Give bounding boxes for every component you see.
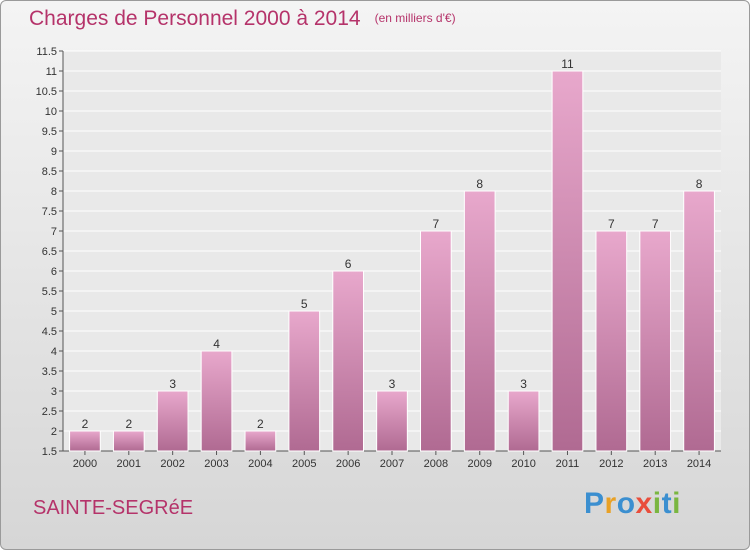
y-tick-label: 7: [51, 226, 57, 238]
bar: [69, 430, 101, 452]
x-tick-label: 2001: [117, 458, 141, 470]
bar: [200, 350, 233, 452]
logo-letter: i: [652, 487, 662, 520]
bar: [156, 390, 189, 452]
y-tick-label: 8.5: [42, 166, 57, 178]
bar: [683, 190, 715, 452]
y-tick-label: 7.5: [42, 206, 57, 218]
y-tick-label: 3: [51, 386, 57, 398]
x-tick-label: 2008: [424, 458, 448, 470]
x-tick-label: 2012: [599, 458, 623, 470]
y-tick-label: 11: [46, 66, 57, 78]
data-label: 2: [257, 417, 264, 431]
data-label: 7: [652, 217, 659, 231]
data-label: 7: [433, 217, 440, 231]
bar: [507, 390, 540, 452]
bar: [112, 430, 145, 452]
data-label: 6: [345, 257, 352, 271]
x-tick-label: 2013: [643, 458, 667, 470]
y-tick-label: 11.5: [36, 46, 57, 58]
x-tick-label: 2004: [248, 458, 272, 470]
x-tick-label: 2002: [160, 458, 184, 470]
y-tick-label: 4.5: [42, 326, 57, 338]
x-tick-label: 2003: [204, 458, 228, 470]
proxiti-logo: Proxiti: [584, 487, 681, 521]
x-tick-label: 2000: [73, 458, 97, 470]
y-tick-label: 6.5: [42, 246, 57, 258]
x-tick-label: 2009: [467, 458, 491, 470]
data-label: 3: [389, 377, 396, 391]
x-tick-label: 2014: [687, 458, 711, 470]
bar: [332, 270, 364, 452]
chart-title-text: Charges de Personnel 2000 à 2014: [29, 7, 361, 30]
y-tick-label: 1.5: [42, 446, 57, 458]
bar: [420, 230, 452, 452]
chart-unit: (en milliers d'€): [374, 11, 456, 25]
bar: [288, 310, 321, 452]
y-tick-label: 2: [51, 426, 57, 438]
logo-letter: i: [672, 487, 681, 520]
x-tick-label: 2005: [292, 458, 316, 470]
bar: [551, 70, 584, 452]
commune-name: SAINTE-SEGRéE: [33, 497, 194, 519]
logo-letter: r: [604, 487, 617, 520]
y-tick-label: 9: [51, 146, 57, 158]
y-tick-label: 10: [45, 106, 57, 118]
x-tick-label: 2006: [336, 458, 360, 470]
chart-title: Charges de Personnel 2000 à 2014 (en mill…: [29, 7, 456, 31]
data-label: 3: [520, 377, 527, 391]
data-label: 5: [301, 297, 308, 311]
y-tick-label: 10.5: [36, 86, 57, 98]
data-label: 11: [561, 57, 574, 71]
y-tick-label: 2.5: [42, 406, 57, 418]
x-tick-label: 2011: [556, 458, 580, 470]
logo-letter: o: [616, 487, 636, 520]
y-tick-label: 6: [51, 266, 57, 278]
bar: [595, 230, 628, 452]
bar: [463, 190, 496, 452]
data-label: 2: [125, 417, 132, 431]
data-label: 8: [696, 177, 703, 191]
y-tick-label: 8: [51, 186, 57, 198]
y-tick-label: 3.5: [42, 366, 57, 378]
y-tick-label: 5: [51, 306, 57, 318]
y-tick-label: 5.5: [42, 286, 57, 298]
data-label: 4: [213, 337, 220, 351]
bar: [376, 390, 408, 452]
logo-letter: x: [635, 487, 653, 520]
y-tick-label: 9.5: [42, 126, 57, 138]
bar: [639, 230, 672, 452]
data-label: 8: [476, 177, 483, 191]
y-tick-label: 4: [51, 346, 57, 358]
logo-letter: P: [584, 487, 605, 520]
data-label: 3: [169, 377, 176, 391]
logo-letter: t: [661, 487, 673, 520]
data-label: 7: [608, 217, 615, 231]
bar: [244, 430, 277, 452]
x-tick-label: 2007: [380, 458, 404, 470]
x-tick-label: 2010: [511, 458, 535, 470]
data-label: 2: [82, 417, 89, 431]
